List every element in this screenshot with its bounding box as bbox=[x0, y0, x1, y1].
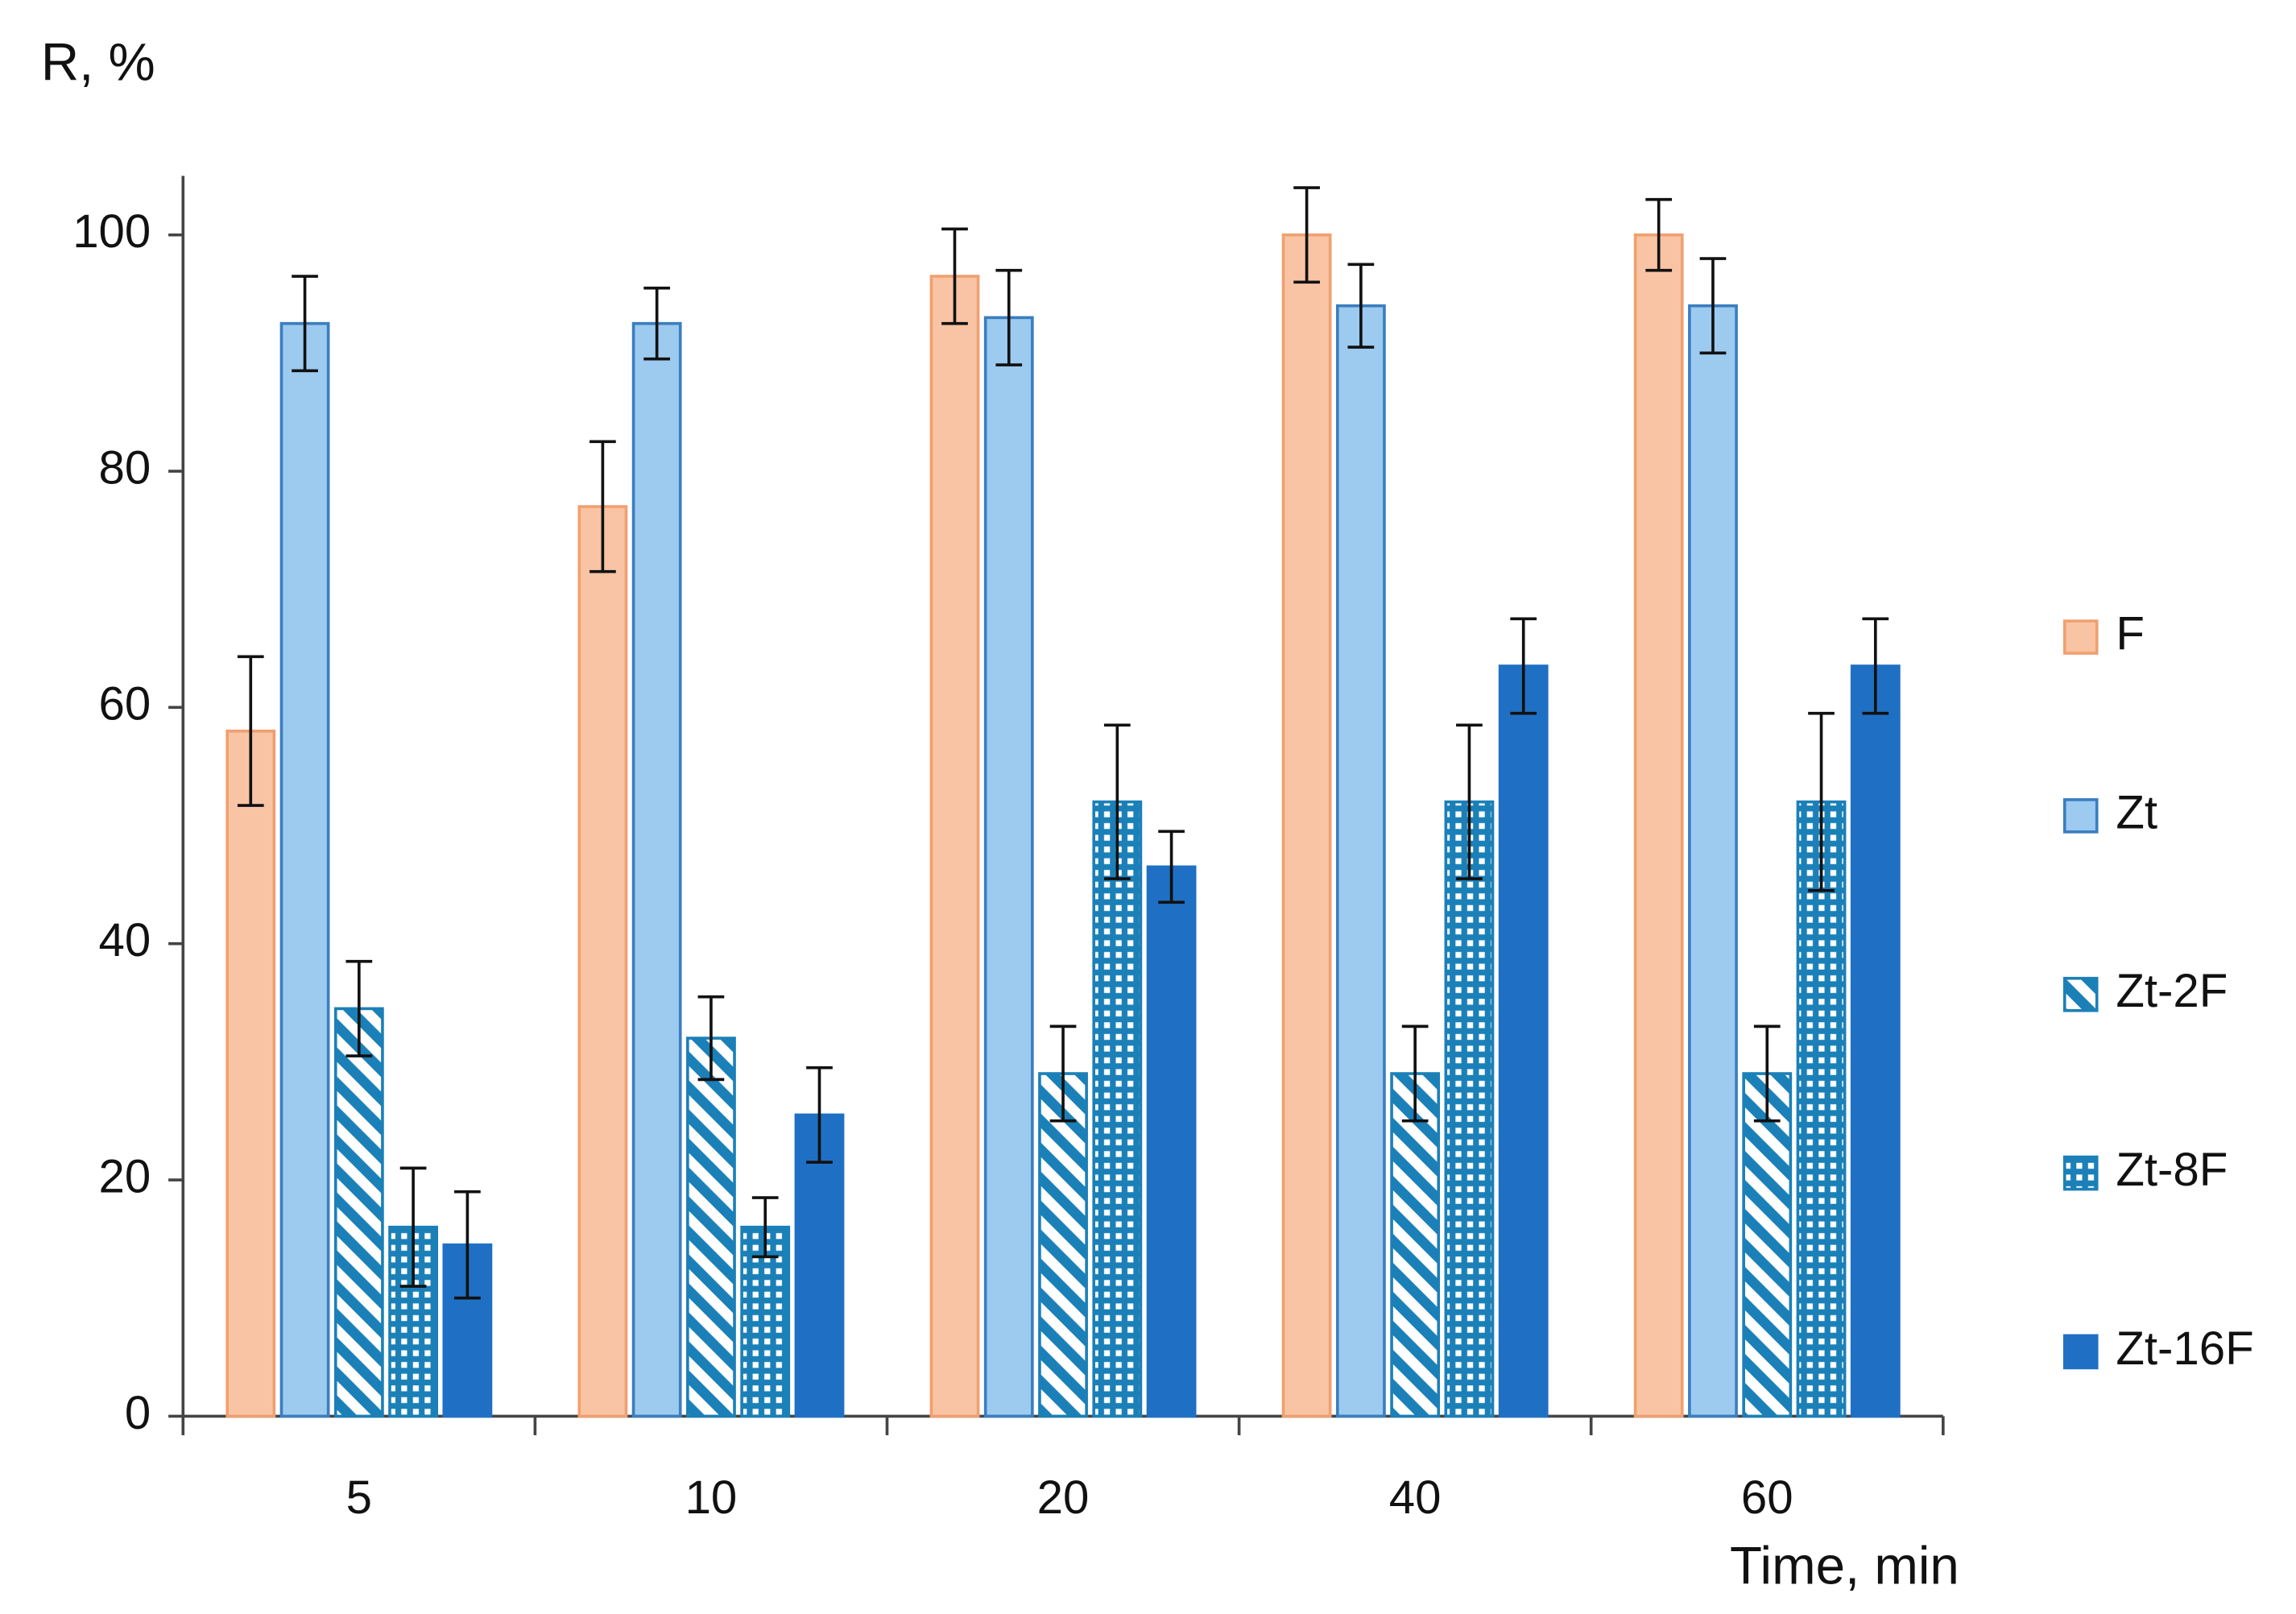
error-bar bbox=[454, 1190, 481, 1300]
bar bbox=[1688, 304, 1738, 1418]
error-bar bbox=[1699, 257, 1727, 355]
error-bar bbox=[1347, 263, 1375, 349]
x-axis-label: Time, min bbox=[1730, 1537, 1959, 1595]
y-tick-label: 40 bbox=[99, 914, 151, 966]
error-bar bbox=[292, 275, 318, 373]
error-bar bbox=[995, 268, 1023, 366]
y-tick-label: 100 bbox=[72, 205, 151, 258]
error-bar bbox=[1510, 617, 1537, 715]
bar bbox=[1092, 800, 1143, 1418]
bar bbox=[1742, 1072, 1793, 1418]
bar bbox=[1633, 233, 1684, 1418]
error-bar bbox=[1645, 197, 1673, 272]
error-bar bbox=[590, 440, 616, 573]
legend-swatch bbox=[2062, 798, 2099, 834]
bar bbox=[1796, 800, 1847, 1418]
error-bar bbox=[1293, 186, 1320, 284]
error-bar bbox=[1753, 1024, 1781, 1123]
bar bbox=[929, 275, 980, 1418]
legend-swatch bbox=[2062, 1334, 2099, 1370]
bar bbox=[1335, 304, 1386, 1418]
bar bbox=[686, 1037, 736, 1418]
bar bbox=[1146, 865, 1197, 1418]
x-tick-label: 60 bbox=[1741, 1471, 1793, 1524]
error-bar bbox=[1049, 1024, 1077, 1123]
error-bar bbox=[751, 1196, 779, 1259]
x-tick-label: 20 bbox=[1037, 1471, 1090, 1524]
error-bar bbox=[399, 1166, 427, 1288]
error-bar bbox=[643, 286, 671, 361]
legend-label: Zt-16F bbox=[2116, 1322, 2253, 1375]
error-bar bbox=[1862, 617, 1889, 715]
x-tick-label: 10 bbox=[685, 1471, 738, 1524]
error-bar bbox=[1808, 711, 1835, 892]
bar bbox=[1850, 664, 1901, 1418]
bar bbox=[1281, 233, 1332, 1418]
bar bbox=[225, 729, 276, 1418]
legend-label: Zt-2F bbox=[2116, 965, 2228, 1017]
y-tick-label: 20 bbox=[99, 1150, 151, 1202]
bar bbox=[279, 321, 330, 1418]
x-tick-label: 40 bbox=[1389, 1471, 1442, 1524]
bar bbox=[1444, 800, 1495, 1418]
error-bar bbox=[941, 227, 968, 325]
legend-swatch bbox=[2062, 619, 2099, 655]
bar bbox=[333, 1007, 384, 1418]
error-bar bbox=[1158, 830, 1185, 904]
y-tick-label: 60 bbox=[99, 678, 151, 730]
error-bar bbox=[1456, 723, 1483, 880]
y-tick-label: 0 bbox=[125, 1387, 151, 1439]
error-bar bbox=[345, 959, 373, 1057]
error-bar bbox=[237, 655, 264, 807]
bar bbox=[794, 1113, 845, 1418]
legend-swatch bbox=[2062, 976, 2099, 1012]
legend-label: F bbox=[2116, 607, 2145, 660]
legend-swatch bbox=[2062, 1155, 2099, 1191]
error-bar bbox=[1401, 1024, 1429, 1123]
y-tick-label: 80 bbox=[99, 441, 151, 494]
bar bbox=[631, 321, 682, 1418]
bar bbox=[1038, 1072, 1088, 1418]
error-bar bbox=[1103, 723, 1131, 880]
bar bbox=[983, 316, 1034, 1418]
bar bbox=[1390, 1072, 1441, 1418]
error-bar bbox=[697, 995, 725, 1082]
bar bbox=[1498, 664, 1549, 1418]
error-bar bbox=[806, 1066, 833, 1164]
y-axis-label: R, % bbox=[41, 32, 155, 91]
x-tick-label: 5 bbox=[346, 1471, 372, 1524]
legend-label: Zt-8F bbox=[2116, 1144, 2228, 1196]
legend-label: Zt bbox=[2116, 786, 2157, 838]
bar bbox=[577, 505, 628, 1418]
